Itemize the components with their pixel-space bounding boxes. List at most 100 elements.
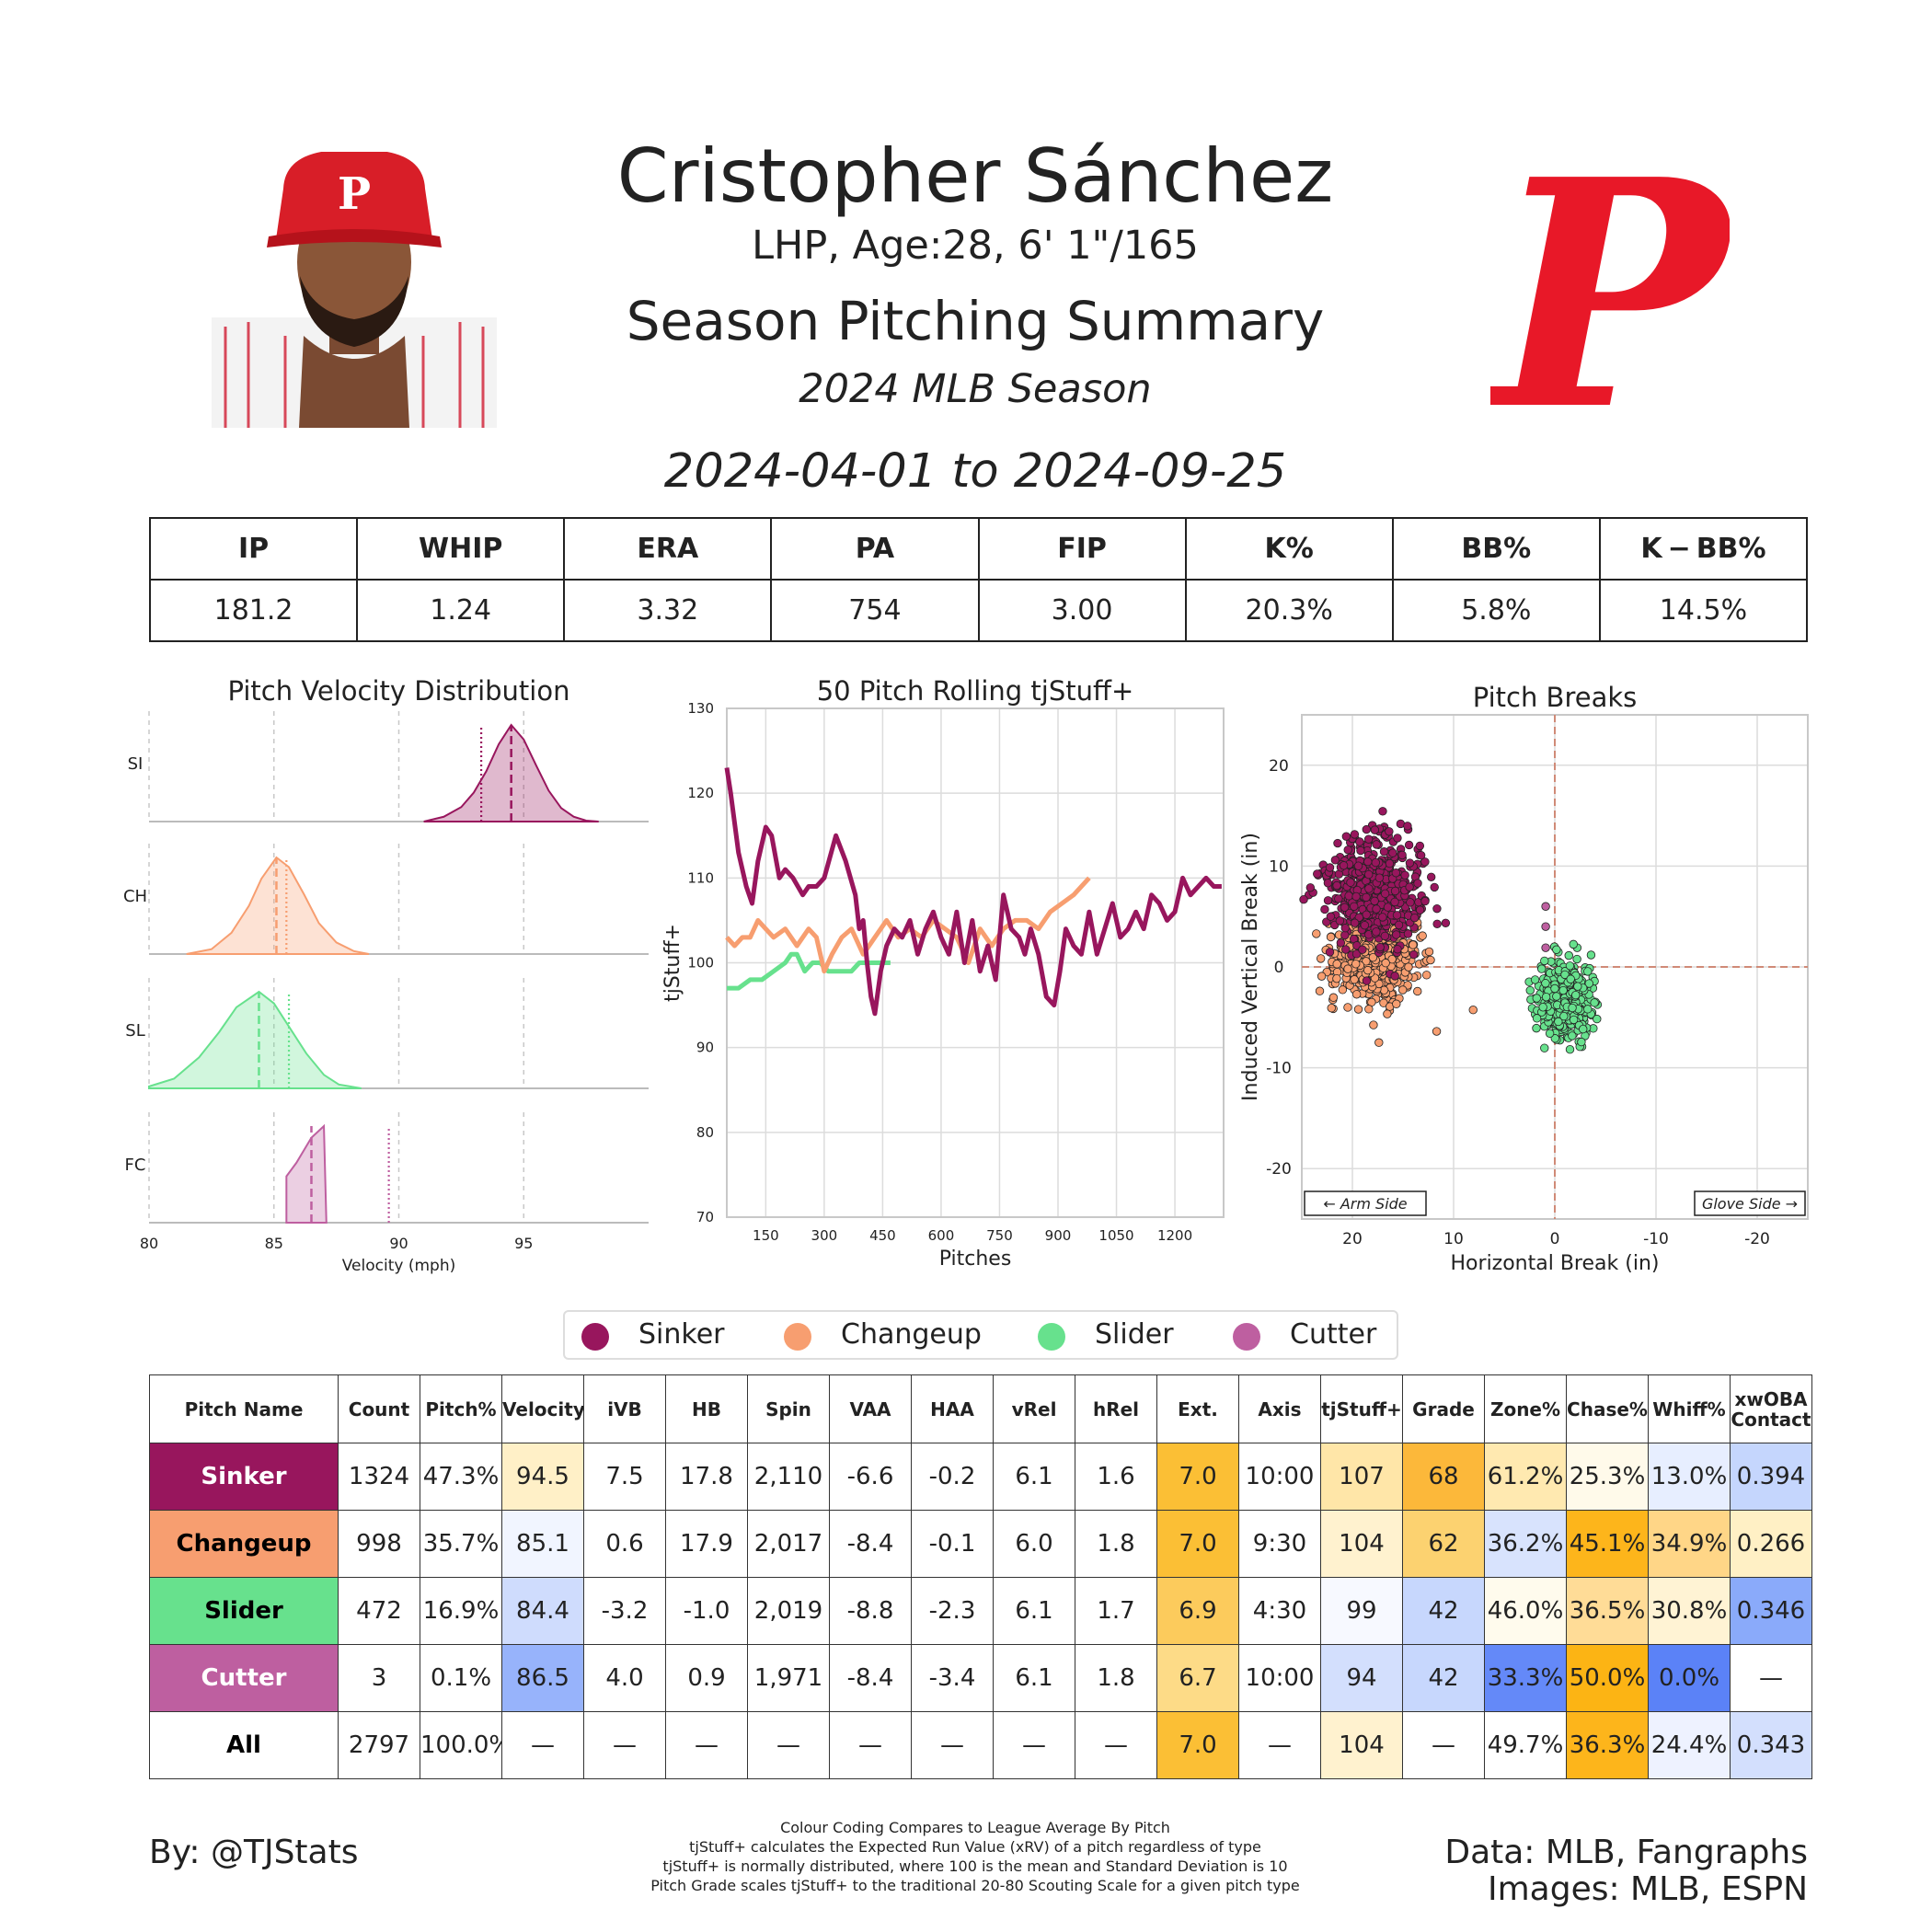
metric-cell: 0.0% xyxy=(1648,1644,1731,1712)
pitch-table-header-cell: Zone% xyxy=(1484,1374,1567,1443)
metric-cell: 0.9 xyxy=(665,1644,748,1712)
x-tick-label: 450 xyxy=(869,1227,896,1244)
scatter-point xyxy=(1415,905,1425,914)
scatter-point xyxy=(1338,985,1348,995)
metric-cell: 33.3% xyxy=(1484,1644,1567,1712)
stat-header: K − BB% xyxy=(1598,517,1809,581)
scatter-point xyxy=(1530,975,1540,984)
scatter-point xyxy=(1583,1005,1593,1014)
scatter-point xyxy=(1364,884,1374,893)
y-tick-label: 80 xyxy=(696,1124,714,1141)
metric-cell: 100.0% xyxy=(420,1711,502,1779)
legend-item-sinker: Sinker xyxy=(581,1312,784,1358)
metric-cell: 47.3% xyxy=(420,1443,502,1511)
metric-cell: -3.2 xyxy=(583,1577,666,1645)
scatter-point xyxy=(1538,1003,1547,1012)
stat-value: 5.8% xyxy=(1391,579,1601,642)
scatter-point xyxy=(1374,1038,1384,1047)
metric-cell: 998 xyxy=(338,1510,420,1578)
scatter-point xyxy=(1340,924,1350,933)
metric-cell: -3.4 xyxy=(911,1644,994,1712)
images-source: Images: MLB, ESPN xyxy=(1487,1870,1808,1908)
velocity-distribution-chart: Pitch Velocity Distribution SI CH SL FC 80 85 9… xyxy=(123,675,649,1274)
scatter-point xyxy=(1400,870,1409,880)
scatter-point xyxy=(1346,878,1355,887)
scatter-point xyxy=(1350,918,1360,927)
pitch-table-header-cell: xwOBA Contact xyxy=(1730,1374,1812,1443)
table-row: Changeup 998 35.7% 85.1 0.6 17.9 2,017 -8.4 -0.1… xyxy=(149,1510,1812,1578)
scatter-point xyxy=(1385,858,1395,868)
scatter-point xyxy=(1564,950,1573,960)
scatter-point xyxy=(1405,882,1414,891)
pitch-table-header-cell: Count xyxy=(338,1374,420,1443)
stats-header-row: IP WHIP ERA PA FIP K% BB% K − BB% xyxy=(148,517,1809,581)
pitch-name-cell: All xyxy=(149,1711,339,1779)
metric-cell: — xyxy=(665,1711,748,1779)
scatter-point xyxy=(1569,939,1578,949)
scatter-point xyxy=(1398,985,1408,995)
metric-cell: 94 xyxy=(1320,1644,1403,1712)
scatter-point xyxy=(1572,954,1581,964)
y-tick-label: 10 xyxy=(1269,857,1289,876)
scatter-point xyxy=(1362,910,1371,919)
scatter-point xyxy=(1404,840,1414,850)
scatter-point xyxy=(1383,903,1393,912)
table-row: All2797100.0%————————7.0—104—49.7%36.3%2… xyxy=(149,1711,1812,1779)
metric-cell: 36.3% xyxy=(1566,1711,1649,1779)
scatter-point xyxy=(1394,920,1404,930)
metric-cell: -0.1 xyxy=(911,1510,994,1578)
scatter-point xyxy=(1430,882,1439,892)
metric-cell: 10:00 xyxy=(1238,1644,1321,1712)
scatter-point xyxy=(1375,942,1385,952)
x-tick-label: 750 xyxy=(986,1227,1013,1244)
density-area xyxy=(148,990,362,1089)
footer-note: tjStuff+ calculates the Expected Run Val… xyxy=(689,1838,1261,1856)
scatter-point xyxy=(1364,869,1374,880)
scatter-point xyxy=(1541,979,1550,988)
metric-cell: 99 xyxy=(1320,1577,1403,1645)
metric-cell: — xyxy=(911,1711,994,1779)
metric-cell: 25.3% xyxy=(1566,1443,1649,1511)
metric-cell: -0.2 xyxy=(911,1443,994,1511)
legend-label: Cutter xyxy=(1290,1318,1377,1351)
table-row: Cutter 3 0.1% 86.5 4.0 0.9 1,971 -8.4 -3.4 6.1 1.8… xyxy=(149,1644,1812,1712)
scatter-point xyxy=(1541,922,1550,931)
metric-cell: 0.346 xyxy=(1730,1577,1812,1645)
scatter-point xyxy=(1362,892,1371,903)
scatter-point xyxy=(1363,965,1373,975)
footer-note: Pitch Grade scales tjStuff+ to the tradi… xyxy=(650,1877,1300,1894)
metric-cell: -8.4 xyxy=(829,1644,912,1712)
scatter-point xyxy=(1590,998,1599,1007)
metric-cell: 94.5 xyxy=(501,1443,584,1511)
scatter-point xyxy=(1392,930,1401,939)
metric-cell: 7.0 xyxy=(1156,1510,1239,1578)
pitch-table-header-cell: Spin xyxy=(747,1374,830,1443)
metric-cell: — xyxy=(1075,1711,1157,1779)
scatter-point xyxy=(1397,850,1407,860)
pitch-table-header-cell: Grade xyxy=(1402,1374,1485,1443)
metric-cell: 1.8 xyxy=(1075,1510,1157,1578)
scatter-point xyxy=(1372,904,1381,914)
stat-header: ERA xyxy=(563,517,773,581)
scatter-point xyxy=(1424,947,1434,957)
scatter-point xyxy=(1441,918,1451,927)
x-tick-label: 85 xyxy=(265,1235,283,1252)
metric-cell: 61.2% xyxy=(1484,1443,1567,1511)
scatter-point xyxy=(1299,894,1308,904)
x-tick-label: 20 xyxy=(1342,1230,1363,1248)
x-tick-label: 150 xyxy=(753,1227,779,1244)
scatter-point xyxy=(1565,961,1575,971)
scatter-point xyxy=(1320,904,1329,914)
metric-cell: 1.8 xyxy=(1075,1644,1157,1712)
series-line-sinker xyxy=(724,767,1222,1017)
pitch-table-header-cell: iVB xyxy=(583,1374,666,1443)
pitch-table-header-cell: Pitch Name xyxy=(149,1374,339,1443)
metric-cell: 36.5% xyxy=(1566,1577,1649,1645)
scatter-point xyxy=(1550,1034,1559,1043)
metric-cell: 45.1% xyxy=(1566,1510,1649,1578)
metric-cell: 0.1% xyxy=(420,1644,502,1712)
scatter-point xyxy=(1369,1020,1378,1029)
row-label: FC xyxy=(125,1156,146,1175)
scatter-point xyxy=(1343,1003,1352,1012)
row-label: SL xyxy=(125,1021,144,1041)
